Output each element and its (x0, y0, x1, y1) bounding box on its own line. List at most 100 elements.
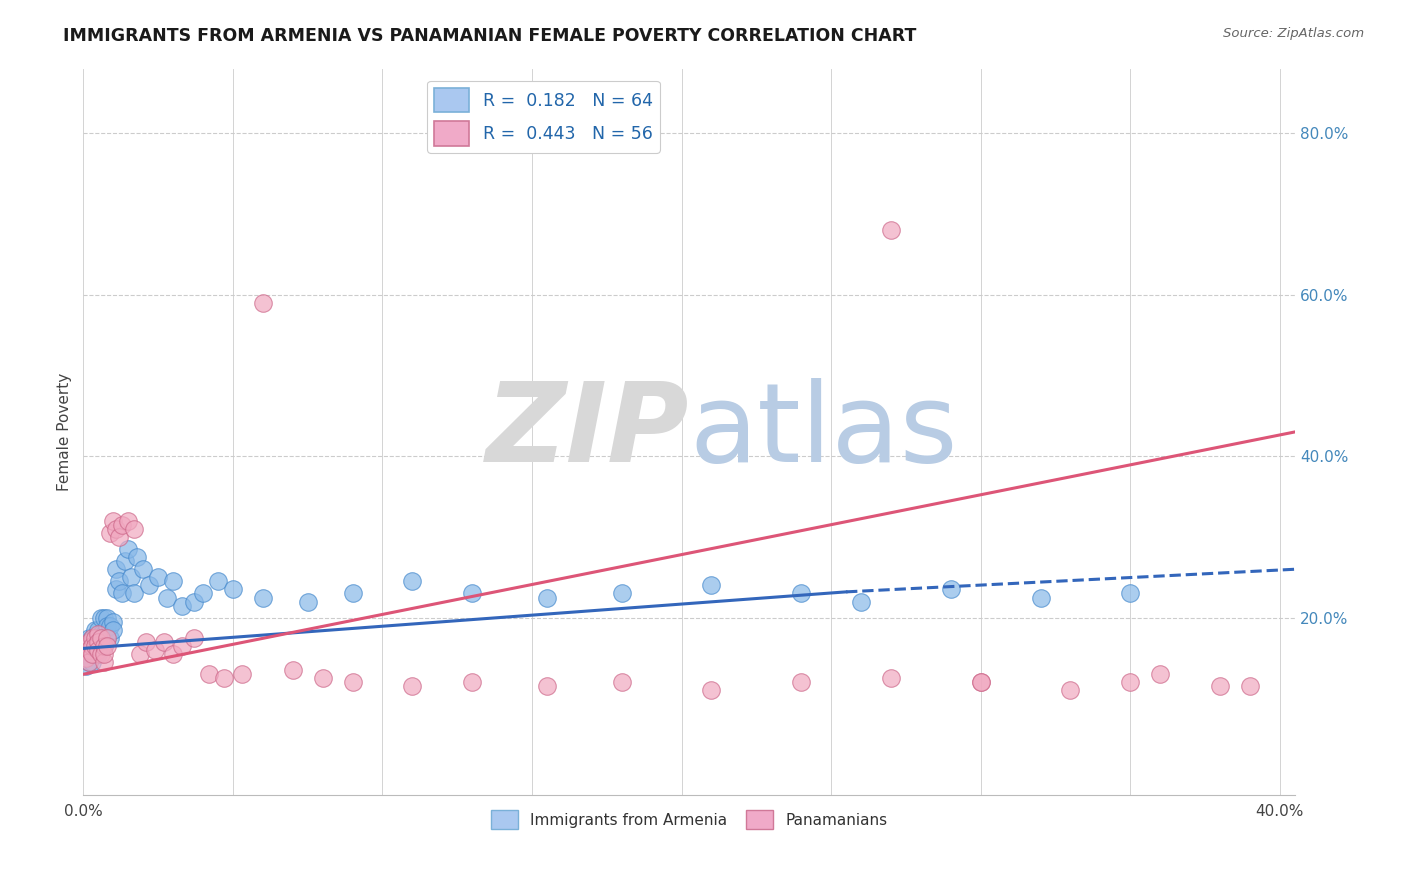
Point (969, 675, 991, 690)
Point (93, 639, 115, 653)
Point (105, 582, 128, 597)
Point (96, 639, 118, 653)
Point (87, 631, 110, 645)
Point (132, 562, 155, 576)
Point (108, 530, 131, 544)
Point (96, 631, 118, 645)
Point (77, 647, 100, 661)
Point (207, 574, 229, 589)
Point (183, 631, 205, 645)
Point (849, 594, 872, 608)
Point (84, 647, 107, 661)
Point (103, 623, 125, 637)
Point (401, 679, 423, 693)
Point (342, 586, 364, 600)
Point (183, 594, 205, 608)
Point (96, 619, 118, 633)
Point (87, 647, 110, 661)
Point (90, 647, 112, 661)
Point (87, 623, 110, 637)
Point (536, 679, 558, 693)
Point (700, 683, 723, 698)
Point (143, 643, 166, 657)
Point (103, 615, 125, 629)
Point (77, 655, 100, 669)
Point (87, 627, 110, 641)
Point (191, 586, 214, 600)
Point (297, 594, 319, 608)
Point (82, 631, 104, 645)
Point (212, 671, 235, 685)
Point (84, 623, 107, 637)
Point (93, 647, 115, 661)
Point (98, 631, 121, 645)
Point (1119, 675, 1142, 690)
Y-axis label: Female Poverty: Female Poverty (58, 373, 72, 491)
Point (198, 667, 221, 681)
Point (77, 655, 100, 669)
Point (90, 631, 112, 645)
Point (153, 635, 176, 649)
Point (93, 611, 115, 625)
Point (790, 586, 813, 600)
Point (129, 647, 152, 661)
Point (969, 675, 991, 690)
Point (252, 591, 274, 605)
Point (610, 675, 633, 690)
Point (90, 627, 112, 641)
Point (82, 639, 104, 653)
Point (96, 611, 118, 625)
Point (1149, 667, 1171, 681)
Point (75, 659, 97, 673)
Point (461, 675, 484, 690)
Point (103, 514, 125, 528)
Point (122, 522, 145, 536)
Point (87, 639, 110, 653)
Text: ZIP: ZIP (485, 378, 689, 485)
Point (170, 639, 193, 653)
Point (82, 647, 104, 661)
Point (222, 582, 245, 597)
Point (82, 655, 104, 669)
Point (82, 647, 104, 661)
Point (84, 631, 107, 645)
Point (790, 675, 813, 690)
Point (96, 631, 118, 645)
Point (1059, 683, 1081, 698)
Point (252, 295, 274, 310)
Point (281, 663, 304, 677)
Point (114, 554, 136, 568)
Point (77, 639, 100, 653)
Point (111, 586, 134, 600)
Point (98, 525, 121, 540)
Point (1029, 591, 1052, 605)
Point (77, 643, 100, 657)
Point (162, 647, 184, 661)
Point (90, 611, 112, 625)
Point (135, 635, 157, 649)
Point (98, 619, 121, 633)
Point (880, 223, 903, 237)
Point (90, 631, 112, 645)
Point (117, 542, 139, 557)
Point (120, 570, 142, 584)
Point (1209, 679, 1232, 693)
Point (127, 550, 149, 565)
Point (105, 522, 128, 536)
Point (75, 639, 97, 653)
Point (87, 635, 110, 649)
Point (162, 574, 184, 589)
Point (536, 591, 558, 605)
Point (108, 574, 131, 589)
Legend: Immigrants from Armenia, Panamanians: Immigrants from Armenia, Panamanians (485, 805, 894, 835)
Point (610, 586, 633, 600)
Point (122, 586, 145, 600)
Text: Source: ZipAtlas.com: Source: ZipAtlas.com (1223, 27, 1364, 40)
Point (461, 586, 484, 600)
Point (342, 675, 364, 690)
Point (700, 578, 723, 592)
Point (105, 562, 128, 576)
Point (138, 578, 160, 592)
Point (75, 651, 97, 665)
Point (75, 647, 97, 661)
